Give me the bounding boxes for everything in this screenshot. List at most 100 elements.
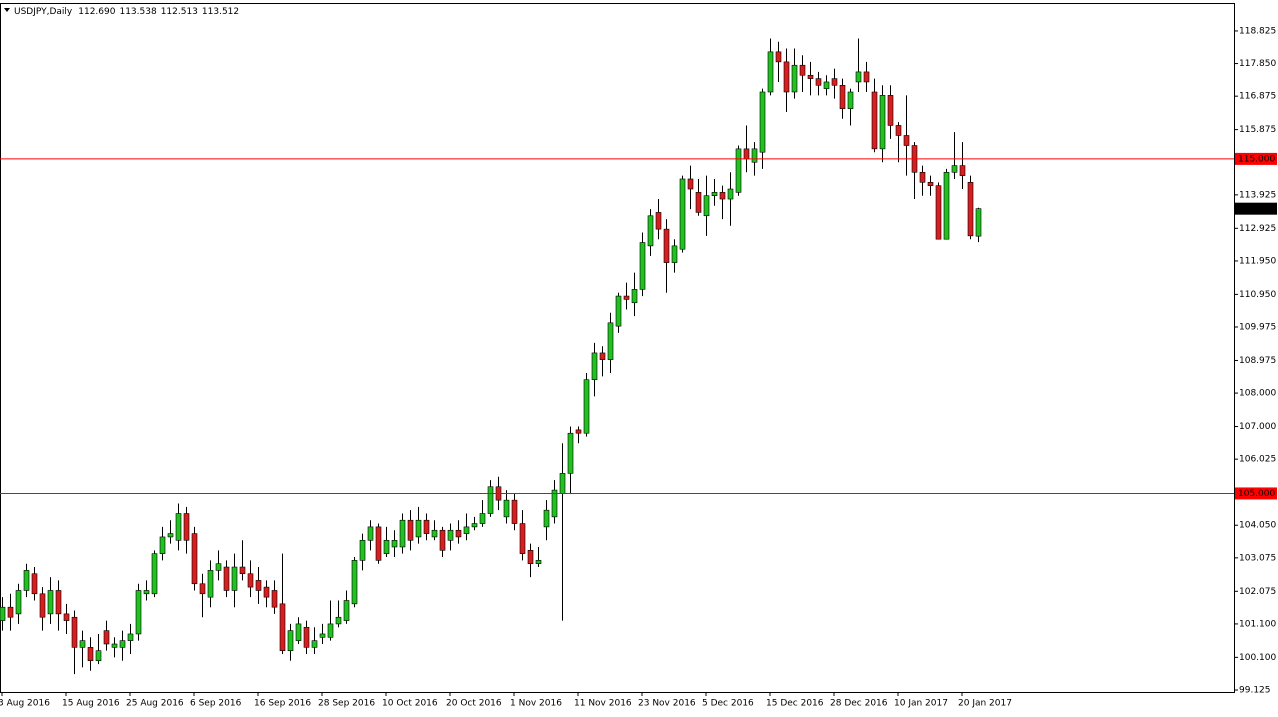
candle-body (671, 245, 678, 263)
candle-body (751, 148, 758, 163)
candle-body (479, 513, 486, 524)
x-tick-label: 3 Aug 2016 (0, 699, 50, 709)
candle-body (943, 171, 950, 240)
candle-body (271, 590, 278, 608)
candle-body (551, 489, 558, 518)
candle-body (415, 519, 422, 538)
x-tick-label: 23 Nov 2016 (638, 699, 696, 709)
candle-body (823, 81, 830, 89)
y-tick-label: 104.050 (1239, 521, 1276, 531)
candle-body (543, 509, 550, 528)
x-tick-label: 16 Sep 2016 (254, 699, 311, 709)
candle-body (791, 64, 798, 93)
y-tick-label: 118.825 (1239, 26, 1276, 36)
candle-body (863, 71, 870, 83)
candle-body (487, 486, 494, 514)
candle-body (607, 322, 614, 360)
candle-body (567, 432, 574, 474)
candle-body (399, 519, 406, 548)
candle-body (703, 195, 710, 217)
candle-body (207, 570, 214, 598)
candle-body (471, 523, 478, 528)
candle-body (903, 135, 910, 146)
x-tick-label: 11 Nov 2016 (574, 699, 632, 709)
candle-body (831, 78, 838, 86)
candle-body (15, 590, 22, 615)
candle-body (711, 192, 718, 196)
candle-body (39, 593, 46, 618)
x-tick-label: 1 Nov 2016 (510, 699, 562, 709)
candle-body (775, 51, 782, 63)
candle-body (783, 61, 790, 93)
candle-body (935, 185, 942, 240)
candle-body (159, 536, 166, 554)
candle-body (655, 212, 662, 230)
y-tick-label: 101.100 (1239, 619, 1276, 629)
menu-arrow (4, 8, 10, 12)
candle-body (679, 178, 686, 250)
candle-body (167, 533, 174, 538)
candle-body (175, 513, 182, 541)
candle-body (967, 182, 974, 237)
y-tick-label: 117.850 (1239, 59, 1276, 69)
candle-body (815, 78, 822, 86)
y-tick-label: 115.875 (1239, 125, 1276, 135)
candle-body (47, 590, 54, 615)
header-open: 112.690 (78, 7, 115, 17)
candle-body (839, 84, 846, 110)
chart-header: USDJPY,Daily 112.690 113.538 112.513 113.512 (14, 7, 239, 17)
candle-body (279, 603, 286, 651)
candle-body (735, 148, 742, 193)
candle-body (599, 352, 606, 360)
candle-body (975, 208, 982, 237)
candle-body (111, 643, 118, 648)
candle-body (263, 586, 270, 598)
candle-body (367, 526, 374, 541)
candle-body (631, 289, 638, 304)
candle-body (647, 215, 654, 247)
candle-body (247, 573, 254, 588)
candle-body (927, 182, 934, 186)
candle-body (0, 606, 6, 621)
candle-body (87, 647, 94, 662)
candle-body (807, 74, 814, 79)
candle-body (383, 539, 390, 554)
candle-body (951, 165, 958, 173)
candle-body (455, 529, 462, 538)
x-tick-label: 20 Oct 2016 (446, 699, 502, 709)
candle-body (575, 429, 582, 434)
candle-body (879, 95, 886, 150)
candle-body (191, 533, 198, 585)
candle-body (23, 570, 30, 591)
last-price-label: 113.512 (1238, 204, 1275, 214)
candle-body (319, 633, 326, 638)
candle-body (311, 640, 318, 648)
candle-body (31, 573, 38, 595)
candle-body (583, 379, 590, 434)
candle-body (503, 499, 510, 518)
y-tick-label: 116.875 (1239, 92, 1276, 102)
candle-body (127, 633, 134, 641)
candle-body (847, 91, 854, 110)
y-tick-label: 108.975 (1239, 356, 1276, 366)
price-label: 115.000 (1238, 154, 1275, 164)
candle-body (527, 550, 534, 565)
candle-body (55, 590, 62, 615)
candle-body (287, 630, 294, 651)
header-close: 113.512 (202, 7, 239, 17)
candle-body (255, 580, 262, 591)
candle-body (895, 125, 902, 136)
x-tick-label: 20 Jan 2017 (958, 699, 1012, 709)
candle-body (119, 640, 126, 648)
price-label-box (1235, 487, 1277, 500)
candle-body (623, 295, 630, 300)
x-tick-label: 5 Dec 2016 (702, 699, 754, 709)
candle-body (215, 563, 222, 571)
y-tick-label: 100.100 (1239, 653, 1276, 663)
candle-body (223, 566, 230, 591)
y-tick-label: 106.025 (1239, 455, 1276, 465)
candle-body (135, 590, 142, 635)
candle-body (359, 539, 366, 561)
